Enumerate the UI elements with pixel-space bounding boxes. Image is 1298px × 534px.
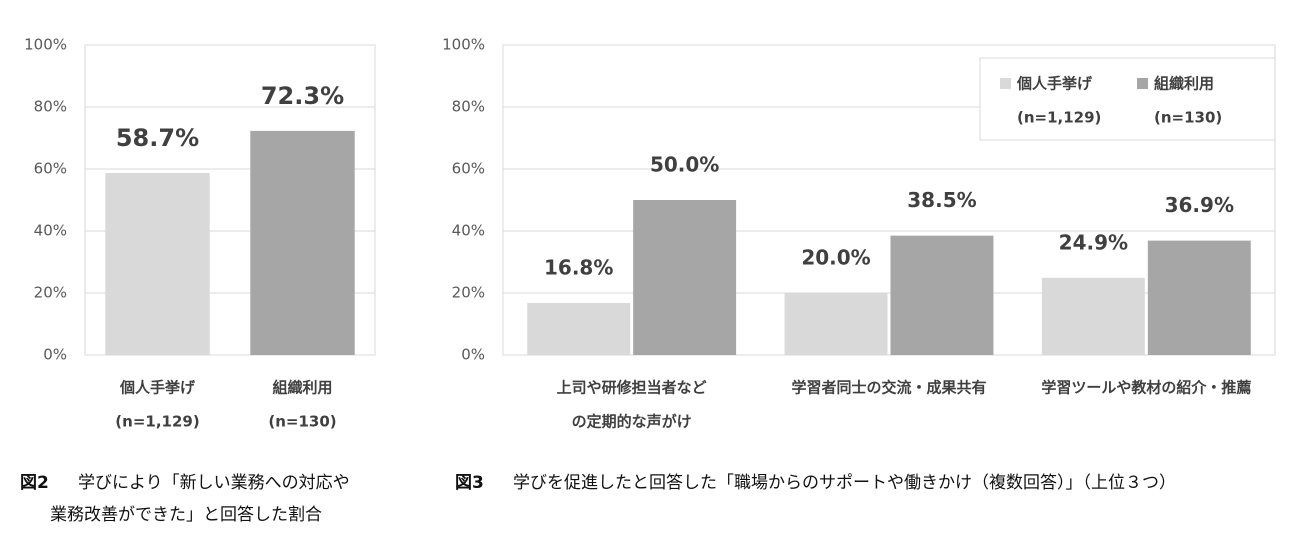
value-label: 58.7% — [116, 124, 199, 152]
legend-label: 組織利用 — [1154, 75, 1214, 93]
y-tick-label: 20% — [452, 284, 485, 302]
bar — [1041, 277, 1145, 355]
x-tick-label: 組織利用 — [272, 379, 332, 397]
x-tick-label: 個人手挙げ — [119, 379, 196, 397]
caption-text: 学びにより「新しい業務への対応や — [78, 473, 350, 493]
legend-sample: (n=130) — [1154, 109, 1222, 127]
y-tick-label: 60% — [34, 160, 67, 178]
y-tick-label: 0% — [461, 346, 485, 364]
caption-text: 業務改善ができた」と回答した割合 — [50, 505, 322, 525]
bar — [784, 293, 888, 355]
caption-text: 学びを促進したと回答した「職場からのサポートや働きかけ（複数回答）」（上位３つ） — [513, 473, 1176, 493]
legend-swatch — [1137, 78, 1148, 89]
x-tick-label: 学習ツールや教材の紹介・推薦 — [1041, 379, 1251, 397]
value-label: 38.5% — [907, 188, 976, 212]
legend-box — [979, 57, 1276, 141]
bar — [633, 200, 737, 355]
x-tick-label: (n=1,129) — [115, 413, 199, 431]
value-label: 36.9% — [1165, 193, 1234, 217]
x-tick-label: 上司や研修担当者など — [557, 379, 707, 397]
bar — [105, 173, 210, 355]
caption-label: 図3 — [455, 473, 484, 493]
x-tick-label: 学習者同士の交流・成果共有 — [791, 379, 986, 397]
y-tick-label: 100% — [24, 36, 67, 54]
y-tick-label: 0% — [43, 346, 67, 364]
legend-sample: (n=1,129) — [1017, 109, 1101, 127]
y-tick-label: 20% — [34, 284, 67, 302]
value-label: 72.3% — [261, 82, 344, 110]
bar — [1147, 240, 1251, 355]
y-tick-label: 60% — [452, 160, 485, 178]
x-tick-label: の定期的な声がけ — [572, 413, 692, 431]
bar — [890, 235, 994, 355]
legend-swatch — [1000, 78, 1011, 89]
value-label: 24.9% — [1059, 230, 1128, 254]
y-tick-label: 100% — [442, 36, 485, 54]
value-label: 50.0% — [650, 153, 719, 177]
bar — [250, 130, 355, 355]
legend-label: 個人手挙げ — [1016, 75, 1093, 93]
y-tick-label: 80% — [34, 98, 67, 116]
value-label: 16.8% — [544, 255, 613, 279]
y-tick-label: 40% — [34, 222, 67, 240]
x-tick-label: (n=130) — [268, 413, 336, 431]
caption-label: 図2 — [20, 473, 49, 493]
y-tick-label: 80% — [452, 98, 485, 116]
bar — [527, 302, 631, 355]
value-label: 20.0% — [801, 246, 870, 270]
y-tick-label: 40% — [452, 222, 485, 240]
